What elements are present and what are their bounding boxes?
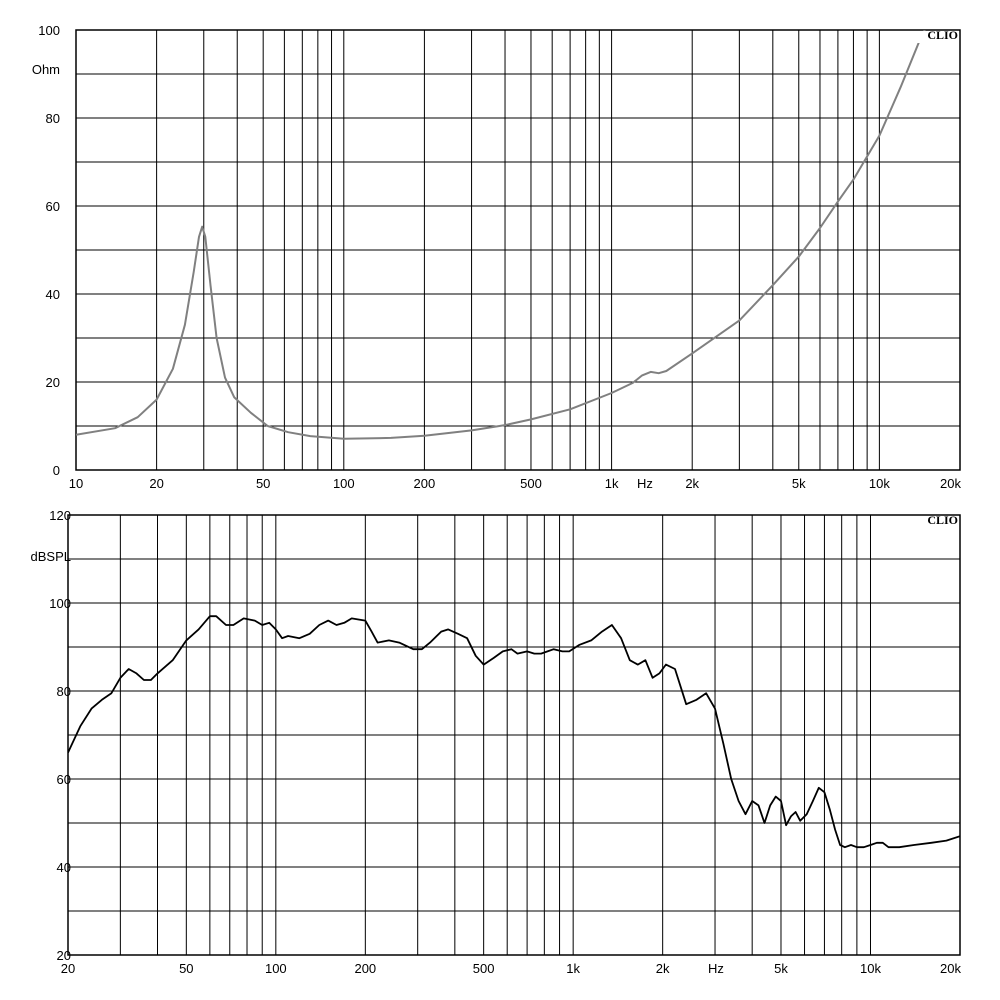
y-tick-label: 80 bbox=[46, 111, 60, 126]
clio-brand-label: CLIO bbox=[927, 28, 958, 42]
x-tick-label: 100 bbox=[265, 961, 287, 976]
y-tick-label: 40 bbox=[46, 287, 60, 302]
clio-brand-label: CLIO bbox=[927, 513, 958, 527]
y-tick-label: 60 bbox=[46, 199, 60, 214]
x-tick-label: 50 bbox=[179, 961, 193, 976]
y-tick-label: 80 bbox=[57, 684, 71, 699]
x-tick-label: 500 bbox=[520, 476, 542, 491]
x-tick-label: 1k bbox=[566, 961, 580, 976]
x-axis-unit-label: Hz bbox=[637, 476, 653, 491]
x-tick-label: 10 bbox=[69, 476, 83, 491]
x-tick-label: 20k bbox=[940, 476, 961, 491]
y-tick-label: 60 bbox=[57, 772, 71, 787]
y-tick-label: 0 bbox=[53, 463, 60, 478]
x-tick-label: 20 bbox=[61, 961, 75, 976]
x-tick-label: 100 bbox=[333, 476, 355, 491]
x-tick-label: 1k bbox=[605, 476, 619, 491]
x-tick-label: 5k bbox=[774, 961, 788, 976]
y-tick-label: 120 bbox=[49, 508, 71, 523]
y-axis-unit-label: dBSPL bbox=[31, 549, 71, 564]
x-tick-label: 2k bbox=[656, 961, 670, 976]
spl-curve bbox=[68, 615, 960, 849]
x-tick-label: 2k bbox=[685, 476, 699, 491]
plot-frame bbox=[75, 29, 961, 471]
x-tick-label: 20k bbox=[940, 961, 961, 976]
x-tick-label: 500 bbox=[473, 961, 495, 976]
spl-chart: 20 40 60 80 100 120 dBSPL 20 50 100 200 500 1k 2k 5k 10… bbox=[31, 508, 962, 976]
y-tick-label: 20 bbox=[46, 375, 60, 390]
y-axis-unit-label: Ohm bbox=[32, 62, 60, 77]
x-tick-label: 10k bbox=[869, 476, 890, 491]
brand-backdrop bbox=[916, 516, 958, 528]
x-tick-label: 10k bbox=[860, 961, 881, 976]
x-axis-unit-label: Hz bbox=[708, 961, 724, 976]
x-tick-label: 20 bbox=[149, 476, 163, 491]
y-tick-label: 100 bbox=[38, 23, 60, 38]
x-tick-label: 200 bbox=[354, 961, 376, 976]
x-tick-label: 200 bbox=[414, 476, 436, 491]
y-tick-label: 20 bbox=[57, 948, 71, 963]
y-tick-label: 40 bbox=[57, 860, 71, 875]
plot-frame bbox=[67, 514, 961, 956]
impedance-chart: 0 20 40 60 80 100 Ohm 10 20 50 100 200 500 1k 2k 5k 10k 2… bbox=[32, 23, 962, 491]
y-tick-label: 100 bbox=[49, 596, 71, 611]
x-tick-label: 5k bbox=[792, 476, 806, 491]
impedance-curve bbox=[76, 30, 926, 440]
brand-backdrop bbox=[916, 31, 958, 43]
x-tick-label: 50 bbox=[256, 476, 270, 491]
